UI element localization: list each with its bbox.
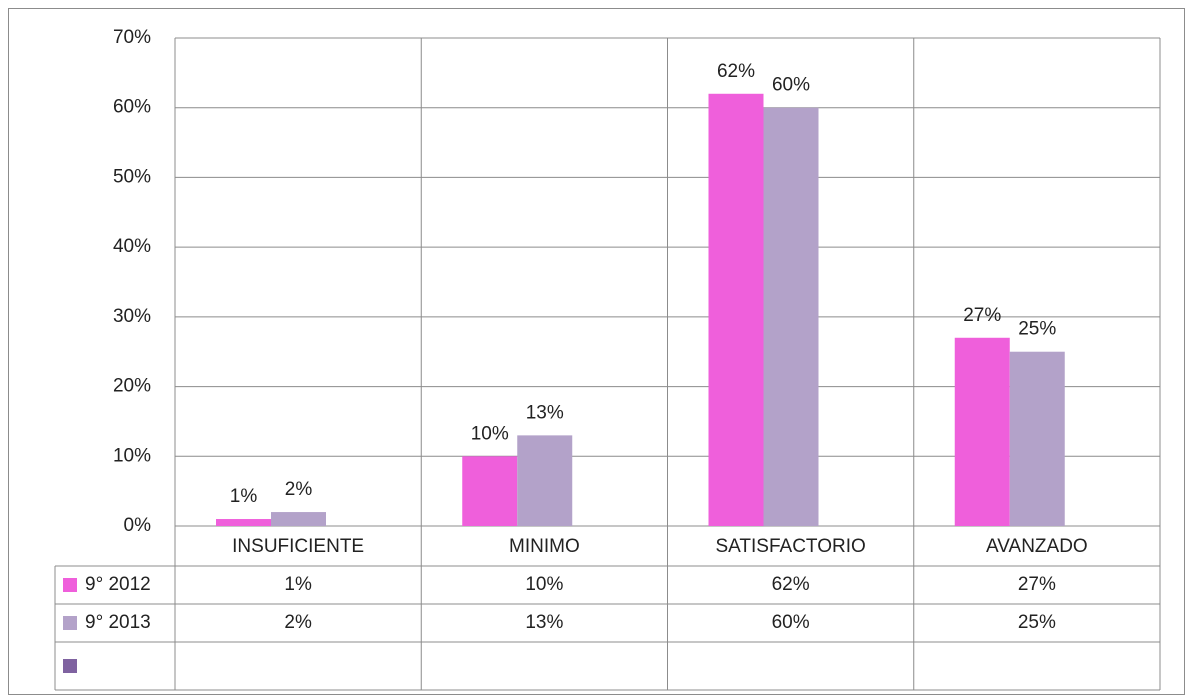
data-label: 13% bbox=[526, 402, 564, 423]
data-label: 27% bbox=[963, 305, 1001, 326]
bar bbox=[708, 93, 764, 527]
y-tick-label: 10% bbox=[113, 445, 151, 466]
legend-swatch bbox=[63, 659, 77, 673]
data-label: 1% bbox=[230, 486, 258, 507]
legend-label: 9° 2013 bbox=[85, 612, 151, 633]
y-tick-label: 20% bbox=[113, 376, 151, 397]
y-tick-label: 70% bbox=[113, 27, 151, 48]
x-tick-label: MINIMO bbox=[509, 536, 580, 557]
x-tick-label: INSUFICIENTE bbox=[232, 536, 364, 557]
bar bbox=[954, 337, 1010, 526]
table-cell: 27% bbox=[1018, 574, 1056, 595]
x-tick-label: SATISFACTORIO bbox=[715, 536, 865, 557]
bar bbox=[271, 512, 326, 526]
table-cell: 1% bbox=[284, 574, 312, 595]
bar bbox=[462, 456, 518, 526]
legend-swatch bbox=[63, 578, 77, 592]
y-tick-label: 50% bbox=[113, 166, 151, 187]
y-tick-label: 0% bbox=[124, 515, 152, 536]
legend-label: 9° 2012 bbox=[85, 574, 151, 595]
table-cell: 62% bbox=[772, 574, 810, 595]
table-cell: 2% bbox=[284, 612, 312, 633]
data-label: 62% bbox=[717, 61, 755, 82]
y-tick-label: 60% bbox=[113, 97, 151, 118]
data-label: 2% bbox=[285, 479, 313, 500]
bar bbox=[517, 435, 573, 526]
data-label: 25% bbox=[1018, 319, 1056, 340]
x-tick-label: AVANZADO bbox=[986, 536, 1088, 557]
data-label: 60% bbox=[772, 75, 810, 96]
table-cell: 25% bbox=[1018, 612, 1056, 633]
table-cell: 13% bbox=[525, 612, 563, 633]
bar bbox=[216, 519, 271, 526]
legend-swatch bbox=[63, 616, 77, 630]
bar bbox=[1009, 351, 1065, 526]
table-cell: 10% bbox=[525, 574, 563, 595]
y-tick-label: 40% bbox=[113, 236, 151, 257]
data-label: 10% bbox=[471, 423, 509, 444]
y-tick-label: 30% bbox=[113, 306, 151, 327]
bar bbox=[763, 107, 819, 526]
table-cell: 60% bbox=[772, 612, 810, 633]
